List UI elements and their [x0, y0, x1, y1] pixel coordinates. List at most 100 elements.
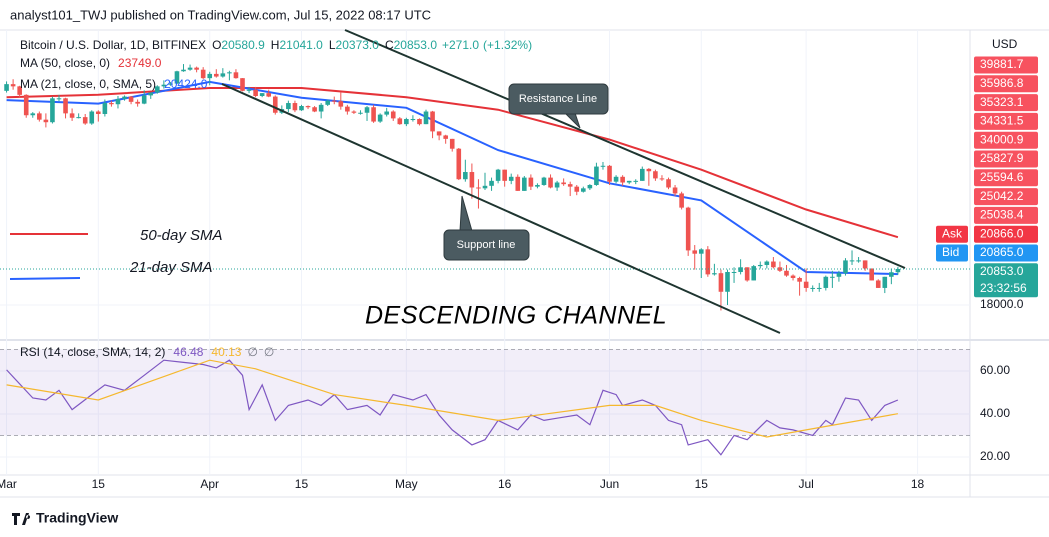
candle-body: [744, 267, 750, 281]
candle-body: [253, 89, 258, 96]
candle-body: [797, 278, 802, 282]
candle-body: [358, 112, 363, 114]
candle-body: [757, 264, 763, 267]
candle-body: [659, 178, 665, 180]
candle-body: [325, 100, 331, 105]
legend-series-value: 20424.0: [164, 77, 208, 91]
price-tag-label: 25594.6: [980, 170, 1024, 184]
x-tick-label: 15: [295, 477, 309, 491]
legend-value: 20580.9: [221, 38, 265, 52]
legend-value: 20373.0: [336, 38, 380, 52]
candle-body: [37, 113, 42, 120]
legend-row: MA (21, close, 0, SMA, 5) 20424.0: [20, 77, 208, 91]
price-tag: [974, 169, 1038, 187]
candle-body: [305, 106, 311, 108]
candle-body: [725, 271, 730, 292]
callout-box: [443, 229, 530, 261]
legend-key: O: [212, 38, 221, 52]
tag-layer: 18000.0 39881.7 35986.8 35323.1 34331.5 34000…: [0, 56, 1038, 491]
series-line: [6, 80, 898, 276]
legend-value: 20853.0: [394, 38, 438, 52]
candle-body: [436, 131, 442, 136]
candle-body: [639, 168, 645, 181]
candle-body: [456, 148, 462, 180]
candle-body: [771, 261, 776, 268]
logo-icon: [12, 513, 31, 525]
axis-unit: USD: [992, 37, 1018, 51]
legend-change: +271.0: [442, 38, 479, 52]
candle-body: [168, 83, 173, 85]
candle-body: [548, 177, 553, 188]
candle-body: [430, 111, 435, 132]
price-tag: [974, 225, 1038, 243]
x-tick-label: 18: [911, 477, 925, 491]
legend-null: ∅: [264, 345, 274, 359]
candle-body: [89, 111, 95, 124]
candle-body: [266, 93, 272, 97]
candle-body: [194, 67, 199, 70]
candle-body: [181, 69, 186, 72]
candle-body: [666, 179, 671, 188]
resistance-line: [344, 29, 906, 269]
candle-body: [653, 171, 658, 179]
x-tick-label: 16: [498, 477, 512, 491]
price-tag-label: 20865.0: [980, 245, 1024, 259]
candle-body: [633, 180, 639, 182]
candle-body: [115, 98, 121, 105]
legend-key: H: [271, 38, 280, 52]
x-tick-label: Jul: [798, 477, 813, 491]
candle-body: [830, 276, 835, 278]
candle-body: [816, 287, 822, 289]
candle-body: [390, 111, 396, 119]
legend-series-name: MA (50, close, 0): [20, 56, 110, 70]
candle-body: [790, 275, 796, 279]
candle-body: [259, 93, 265, 96]
candle-body: [803, 281, 809, 288]
candle-body: [626, 180, 632, 183]
legend-row: Bitcoin / U.S. Dollar, 1D, BITFINEX O2058…: [20, 38, 532, 52]
candle-body: [574, 186, 580, 192]
legend-key: C: [385, 38, 394, 52]
candle-body: [515, 176, 521, 191]
price-tag-label: 34000.9: [980, 132, 1024, 146]
annotation: DESCENDING CHANNEL: [365, 302, 667, 330]
candle-body: [600, 165, 606, 167]
price-tag-label: 25827.9: [980, 151, 1024, 165]
candle-body: [889, 272, 894, 277]
price-tag-label: 20853.0: [980, 264, 1024, 278]
price-tag: [974, 56, 1038, 74]
candle-body: [862, 260, 868, 269]
candle-body: [856, 260, 861, 262]
candle-body: [397, 118, 403, 125]
candle-body: [718, 273, 724, 292]
y-tick-label: 18000.0: [980, 297, 1024, 311]
price-tag: [974, 75, 1038, 93]
candle-body: [764, 261, 770, 265]
legend-null: ∅: [247, 345, 257, 359]
candle-body: [161, 84, 167, 87]
legend-layer: Bitcoin / U.S. Dollar, 1D, BITFINEX O2058…: [20, 38, 532, 359]
publish-header: analyst101_TWJ published on TradingView.…: [10, 7, 431, 22]
price-tag-label: 35323.1: [980, 95, 1024, 109]
candle-body: [4, 84, 9, 91]
candle-body: [869, 268, 874, 281]
candle-body: [338, 101, 344, 107]
price-tag: [974, 112, 1038, 130]
candle-body: [233, 72, 239, 79]
x-tick-label: Jun: [600, 477, 619, 491]
legend-row: RSI (14, close, SMA, 14, 2) 46.48 40.13 ∅ ∅: [20, 345, 274, 359]
candle-body: [351, 111, 357, 113]
candle-body: [522, 177, 527, 191]
candle-body: [43, 119, 49, 123]
annotation: Resistance Line: [519, 93, 597, 105]
callout-box: [508, 83, 609, 115]
candle-body: [705, 249, 711, 275]
candle-body: [679, 193, 684, 208]
candle-body: [299, 106, 304, 111]
candle-body: [712, 273, 717, 275]
candle-body: [554, 182, 560, 188]
candle-body: [502, 169, 507, 181]
candle-body: [331, 100, 337, 102]
candle-body: [823, 276, 829, 288]
price-tag: [974, 131, 1038, 149]
